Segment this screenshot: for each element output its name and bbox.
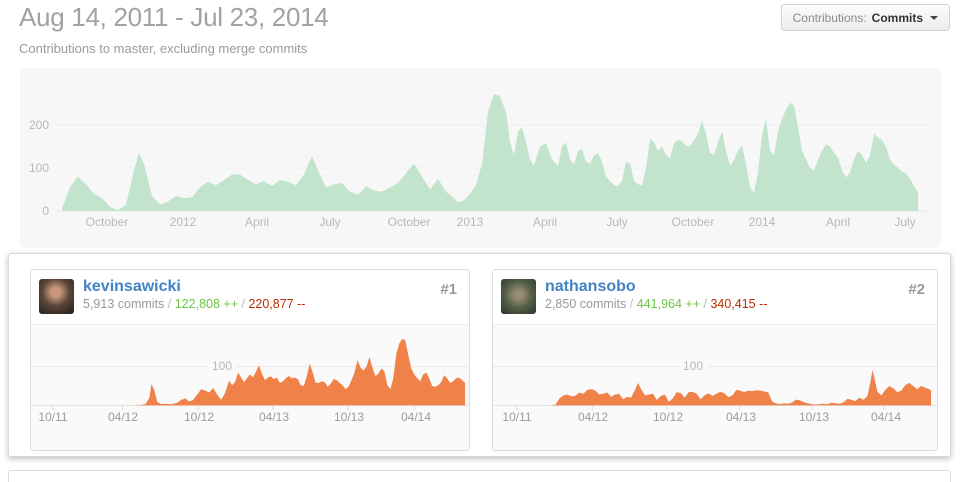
commit-count: 5,913 commits xyxy=(83,297,165,311)
commit-count: 2,850 commits xyxy=(545,297,627,311)
contributors-panel: kevinsawicki 5,913 commits / 122,808 ++ … xyxy=(8,253,951,457)
filter-label: Contributions: xyxy=(792,10,867,25)
x-axis-tick-label: 04/13 xyxy=(725,410,757,424)
contributor-commit-graph: 10/11 04/12 10/12 04/13 10/13 04/14 100 xyxy=(493,324,937,450)
avatar[interactable] xyxy=(501,279,536,314)
user-block: kevinsawicki 5,913 commits / 122,808 ++ … xyxy=(83,277,305,311)
contribution-stats: 5,913 commits / 122,808 ++ / 220,877 -- xyxy=(83,297,305,311)
commit-activity-area[interactable] xyxy=(20,68,941,248)
x-axis-tick-label: 2012 xyxy=(169,215,197,229)
deletions-count: 340,415 -- xyxy=(710,297,768,311)
avatar[interactable] xyxy=(39,279,74,314)
rank-badge: #2 xyxy=(908,281,925,298)
y-axis-tick-label: 200 xyxy=(28,118,49,132)
stats-separator: / xyxy=(241,297,245,311)
stats-separator: / xyxy=(703,297,707,311)
y-axis-tick-label: 100 xyxy=(28,161,49,175)
x-axis-tick-label: 2013 xyxy=(456,215,484,229)
contributor-commit-area xyxy=(31,338,469,411)
x-axis-tick-label: April xyxy=(532,215,558,229)
deletions-count: 220,877 -- xyxy=(248,297,306,311)
x-axis-tick-label: October xyxy=(387,215,431,229)
contributor-card: nathansobo 2,850 commits / 441,964 ++ / … xyxy=(492,269,938,451)
x-axis-tick-label: July xyxy=(319,215,341,229)
contributor-card-header: kevinsawicki 5,913 commits / 122,808 ++ … xyxy=(31,270,469,324)
additions-count: 441,964 ++ xyxy=(636,297,700,311)
next-contributors-panel-edge xyxy=(8,470,951,482)
x-axis-tick-label: April xyxy=(825,215,851,229)
contribution-stats: 2,850 commits / 441,964 ++ / 340,415 -- xyxy=(545,297,767,311)
y-axis-tick-label: 100 xyxy=(207,359,237,373)
commit-activity-graph[interactable]: 200 100 0 October 2012 April July October 2013 A… xyxy=(20,68,941,248)
page-subtitle: Contributions to master, excluding merge… xyxy=(19,41,308,56)
contributor-commit-graph: 10/11 04/12 10/12 04/13 10/13 04/14 100 xyxy=(31,324,469,450)
chevron-down-icon xyxy=(930,15,938,20)
x-axis-tick-label: 10/11 xyxy=(502,410,532,424)
stats-separator: / xyxy=(629,297,634,311)
contributions-filter-button[interactable]: Contributions: Commits xyxy=(780,4,950,31)
rank-badge: #1 xyxy=(440,281,457,298)
x-axis-tick-label: 10/13 xyxy=(798,410,830,424)
x-axis-tick-label: 04/12 xyxy=(577,410,609,424)
filter-value: Commits xyxy=(871,10,923,25)
y-axis-tick-label: 100 xyxy=(678,359,708,373)
x-axis-tick-label: July xyxy=(606,215,628,229)
contributor-card-header: nathansobo 2,850 commits / 441,964 ++ / … xyxy=(493,270,937,324)
x-axis-tick-label: 10/12 xyxy=(652,410,684,424)
x-axis-tick-label: October xyxy=(671,215,715,229)
x-axis-tick-label: 04/13 xyxy=(258,410,290,424)
page-header: Aug 14, 2011 - Jul 23, 2014 Contribution… xyxy=(19,0,329,56)
x-axis-tick-label: 10/12 xyxy=(183,410,215,424)
username-link[interactable]: nathansobo xyxy=(545,278,636,295)
contributor-card: kevinsawicki 5,913 commits / 122,808 ++ … xyxy=(30,269,470,451)
x-axis-tick-label: 10/11 xyxy=(38,410,68,424)
x-axis-tick-label: 2014 xyxy=(748,215,776,229)
x-axis-tick-label: October xyxy=(85,215,129,229)
stats-separator: / xyxy=(167,297,172,311)
username-link[interactable]: kevinsawicki xyxy=(83,278,181,295)
y-axis-tick-label: 0 xyxy=(42,204,49,218)
additions-count: 122,808 ++ xyxy=(174,297,238,311)
x-axis-tick-label: July xyxy=(894,215,916,229)
user-block: nathansobo 2,850 commits / 441,964 ++ / … xyxy=(545,277,767,311)
x-axis-tick-label: 04/12 xyxy=(107,410,139,424)
x-axis-tick-label: April xyxy=(244,215,270,229)
contributor-commit-area xyxy=(493,366,937,411)
x-axis-tick-label: 04/14 xyxy=(870,410,902,424)
x-axis-tick-label: 10/13 xyxy=(333,410,365,424)
x-axis-tick-label: 04/14 xyxy=(400,410,432,424)
date-range-title: Aug 14, 2011 - Jul 23, 2014 xyxy=(19,2,329,32)
